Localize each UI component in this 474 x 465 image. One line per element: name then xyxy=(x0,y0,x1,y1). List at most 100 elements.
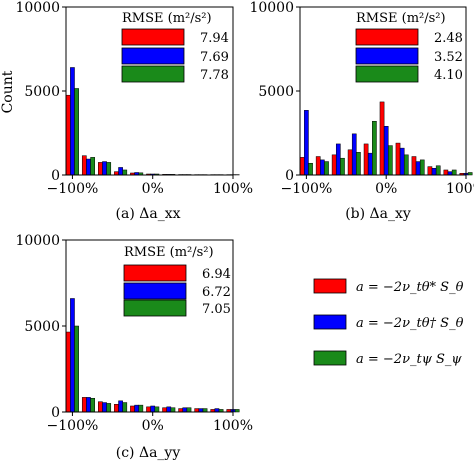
legend-title-c: RMSE (m²/s²) xyxy=(124,245,214,260)
bar-b-s2-b4 xyxy=(372,120,377,176)
bar-b-s0-b5 xyxy=(379,101,385,176)
ytick-label-a-0: 0 xyxy=(51,168,60,184)
bar-c-s1-b6 xyxy=(166,406,172,413)
bar-c-s1-b0 xyxy=(70,298,75,413)
legend-rmse-b-1: 3.52 xyxy=(434,50,463,65)
legend-title-b: RMSE (m²/s²) xyxy=(356,11,446,26)
bar-b-s1-b2 xyxy=(335,143,341,176)
bar-b-s1-b3 xyxy=(351,133,357,176)
legend-swatch-b-0 xyxy=(355,28,419,46)
legend-rmse-a-2: 7.78 xyxy=(200,68,229,83)
ytick-label-b-2: 10000 xyxy=(249,0,294,16)
bar-b-s0-b6 xyxy=(395,142,401,176)
legend-swatch-b-2 xyxy=(355,65,419,83)
legend-rmse-b-0: 2.48 xyxy=(434,31,463,46)
bar-b-s0-b1 xyxy=(315,156,321,176)
caption-c: (c) Δa_yy xyxy=(116,445,181,461)
bar-b-s2-b5 xyxy=(388,145,393,176)
bar-a-s1-b0 xyxy=(70,67,75,176)
bar-b-s0-b0 xyxy=(299,157,305,176)
bar-b-s1-b4 xyxy=(367,152,373,176)
panel-b: 0 5000 10000 −100% 0% 100% (b) Δa_xy RMSE (m²/s… xyxy=(249,0,474,222)
legend-swatch-a-1 xyxy=(121,47,185,65)
caption-b: (b) Δa_xy xyxy=(345,206,411,222)
ytick-label-c-2: 10000 xyxy=(15,233,60,249)
global-legend-label-1: a = −2ν_tθ† S_θ xyxy=(356,316,464,331)
bar-b-s1-b0 xyxy=(304,110,309,176)
bar-c-s1-b1 xyxy=(86,397,91,413)
legend-rmse-c-1: 6.72 xyxy=(202,285,231,300)
xtick-label-a-2: 100% xyxy=(213,181,253,197)
bar-b-s2-b7 xyxy=(419,159,425,176)
bar-a-s2-b0 xyxy=(74,88,79,176)
legend-rmse-a-1: 7.69 xyxy=(200,50,229,65)
bar-c-s0-b4 xyxy=(130,405,135,413)
bar-a-s0-b3 xyxy=(114,171,119,176)
bar-b-s2-b8 xyxy=(435,165,441,176)
bar-c-s2-b1 xyxy=(90,397,95,413)
bar-c-s0-b2 xyxy=(98,401,103,413)
bar-b-s1-b8 xyxy=(431,168,437,176)
ytick-label-a-2: 10000 xyxy=(15,0,60,16)
global-legend-label-2: a = −2ν_tψ S_ψ xyxy=(356,352,462,367)
legend-rmse-a-0: 7.94 xyxy=(200,31,229,46)
bar-b-s0-b3 xyxy=(347,149,353,176)
global-legend: a = −2ν_tθ* S_θa = −2ν_tθ† S_θa = −2ν_tψ… xyxy=(313,278,464,367)
bar-b-s1-b1 xyxy=(320,159,325,176)
bar-b-s0-b4 xyxy=(363,143,369,176)
bar-c-s2-b6 xyxy=(170,407,176,413)
global-legend-swatch-1 xyxy=(313,314,347,330)
ytick-label-c-0: 0 xyxy=(51,405,60,421)
bar-c-s0-b1 xyxy=(81,397,87,413)
bar-a-s0-b1 xyxy=(81,155,87,176)
bar-b-s2-b3 xyxy=(356,152,361,176)
bar-c-s2-b7 xyxy=(186,407,192,413)
bar-c-s0-b3 xyxy=(114,404,119,413)
bar-a-s2-b3 xyxy=(122,169,128,176)
legend-title-a: RMSE (m²/s²) xyxy=(122,11,212,26)
bar-b-s0-b9 xyxy=(443,169,449,176)
xtick-label-a-1: 0% xyxy=(142,181,164,197)
bar-b-s2-b0 xyxy=(308,162,313,176)
bar-c-s0-b0 xyxy=(65,331,71,413)
bar-a-s1-b3 xyxy=(118,167,123,176)
bar-b-s1-b9 xyxy=(447,171,453,176)
xtick-label-b-2: 100% xyxy=(446,181,474,197)
xtick-label-c-0: −100% xyxy=(47,418,99,434)
bar-c-s1-b9 xyxy=(214,408,220,413)
bar-a-s1-b2 xyxy=(102,161,107,176)
bar-a-s2-b1 xyxy=(90,157,95,176)
bar-c-s2-b0 xyxy=(74,325,79,413)
ytick-label-c-1: 5000 xyxy=(24,319,60,335)
bar-a-s0-b2 xyxy=(98,162,103,176)
bar-a-s0-b0 xyxy=(65,94,71,176)
legend-swatch-c-0 xyxy=(123,264,187,282)
legend-swatch-a-2 xyxy=(121,65,185,83)
bar-c-s0-b8 xyxy=(194,408,200,413)
bar-b-s1-b7 xyxy=(415,161,421,176)
bar-b-s2-b9 xyxy=(451,169,457,176)
bar-c-s2-b4 xyxy=(138,404,144,413)
bar-b-s0-b2 xyxy=(331,154,337,176)
bar-c-s2-b3 xyxy=(122,402,128,413)
panel-c: 0 5000 10000 −100% 0% 100% (c) Δa_yy RMSE (m²/s… xyxy=(15,233,253,461)
xtick-label-b-1: 0% xyxy=(375,181,397,197)
bar-b-s0-b7 xyxy=(411,156,417,176)
ytick-label-b-0: 0 xyxy=(285,168,294,184)
bar-c-s1-b7 xyxy=(182,407,188,413)
bar-c-s1-b5 xyxy=(150,405,156,413)
bar-a-s2-b2 xyxy=(106,162,112,176)
legend-swatch-a-0 xyxy=(121,28,185,46)
bar-b-s2-b2 xyxy=(340,157,345,176)
bar-c-s2-b8 xyxy=(202,408,208,413)
bar-b-s1-b6 xyxy=(399,147,405,176)
legend-swatch-b-1 xyxy=(355,47,419,65)
bar-c-s2-b5 xyxy=(154,406,160,413)
bar-c-s0-b7 xyxy=(178,408,183,413)
bar-c-s1-b2 xyxy=(102,402,107,413)
legend-rmse-c-0: 6.94 xyxy=(202,267,231,282)
bar-a-s1-b1 xyxy=(86,158,91,176)
global-legend-label-0: a = −2ν_tθ* S_θ xyxy=(356,280,464,295)
xtick-label-b-0: −100% xyxy=(281,181,333,197)
xtick-label-a-0: −100% xyxy=(47,181,99,197)
